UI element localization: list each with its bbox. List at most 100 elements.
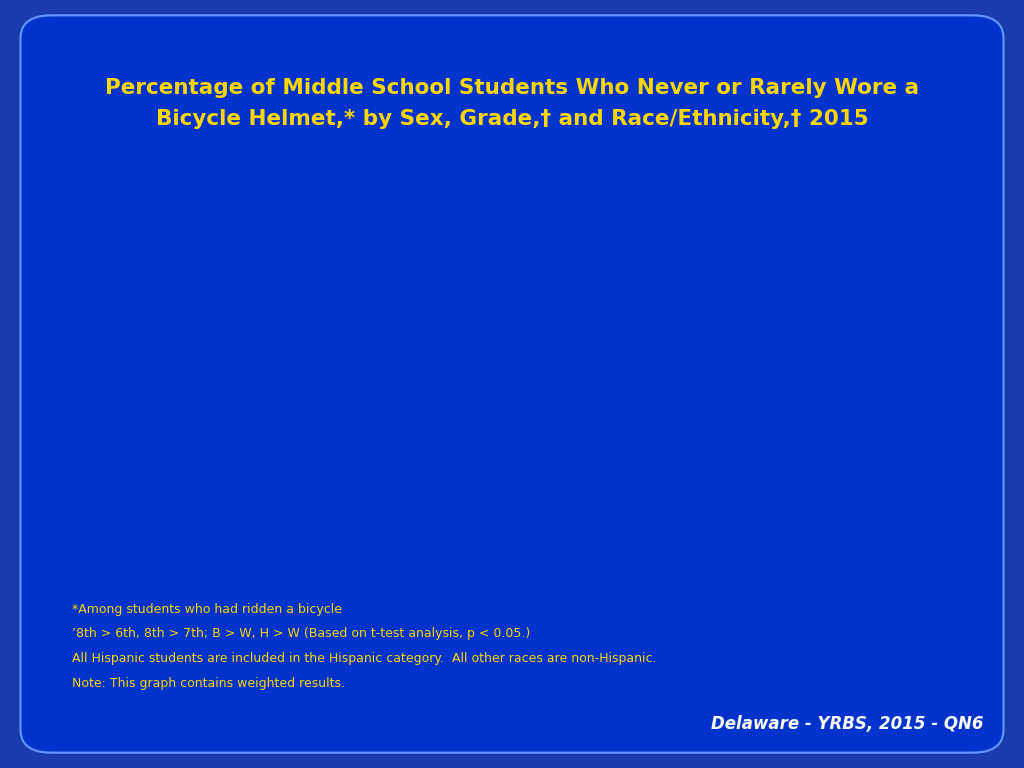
Bar — [518, 568, 567, 572]
Bar — [833, 333, 882, 338]
Bar — [607, 306, 656, 310]
Bar — [293, 336, 342, 340]
Bar — [743, 356, 793, 362]
Bar — [429, 452, 478, 455]
Bar — [607, 455, 656, 460]
Bar — [116, 529, 165, 533]
Bar — [429, 538, 478, 542]
Bar — [921, 379, 970, 382]
Bar — [743, 524, 793, 529]
Bar — [607, 542, 656, 547]
Bar — [204, 568, 253, 571]
Bar — [429, 358, 478, 362]
Bar — [116, 392, 165, 396]
Bar — [429, 437, 478, 441]
Bar — [833, 492, 882, 497]
Bar — [833, 477, 882, 482]
Bar — [921, 488, 970, 492]
Bar — [743, 571, 793, 576]
Bar — [429, 350, 478, 576]
Bar — [743, 288, 793, 293]
Bar — [204, 363, 253, 368]
Bar — [204, 528, 253, 532]
Bar — [116, 554, 165, 559]
Text: Delaware - YRBS, 2015 - QN6: Delaware - YRBS, 2015 - QN6 — [711, 716, 983, 733]
Bar — [743, 550, 793, 555]
Bar — [607, 397, 656, 402]
Text: Note: This graph contains weighted results.: Note: This graph contains weighted resul… — [72, 677, 345, 690]
Bar — [743, 529, 793, 534]
Bar — [518, 521, 567, 525]
Bar — [743, 362, 793, 366]
Bar — [204, 515, 253, 519]
Bar — [518, 441, 567, 445]
Bar — [921, 376, 970, 379]
Bar — [833, 353, 882, 358]
Bar — [204, 342, 253, 346]
Bar — [116, 323, 165, 327]
Bar — [743, 419, 793, 424]
Bar — [921, 565, 970, 569]
Bar — [518, 542, 567, 547]
Bar — [833, 308, 882, 313]
Bar — [921, 481, 970, 485]
Bar — [518, 339, 567, 344]
Bar — [293, 505, 342, 508]
Bar — [518, 390, 567, 395]
Bar — [743, 340, 793, 346]
Bar — [833, 502, 882, 507]
Bar — [293, 378, 342, 382]
Bar — [204, 481, 253, 485]
Bar — [921, 372, 970, 376]
Bar — [293, 508, 342, 513]
Bar — [429, 527, 478, 531]
Bar — [921, 464, 970, 467]
Bar — [921, 418, 970, 422]
Bar — [607, 296, 656, 301]
Bar — [429, 485, 478, 489]
Bar — [921, 365, 970, 369]
Bar — [116, 396, 165, 400]
Bar — [204, 502, 253, 507]
Bar — [518, 361, 567, 365]
Bar — [429, 572, 478, 576]
Bar — [204, 489, 253, 494]
Bar — [921, 523, 970, 527]
Bar — [204, 385, 253, 389]
Bar — [921, 393, 970, 397]
Bar — [116, 430, 165, 435]
Bar — [607, 538, 656, 542]
Bar — [921, 572, 970, 576]
Bar — [293, 366, 342, 369]
Bar — [204, 424, 253, 429]
Bar — [921, 516, 970, 520]
Bar — [518, 327, 567, 331]
Bar — [607, 402, 656, 407]
Bar — [607, 286, 656, 576]
Bar — [833, 531, 882, 536]
Bar — [921, 453, 970, 456]
Bar — [429, 520, 478, 523]
Bar — [429, 429, 478, 433]
Bar — [921, 551, 970, 555]
Bar — [429, 561, 478, 564]
Bar — [116, 405, 165, 409]
Bar — [429, 546, 478, 550]
Bar — [921, 555, 970, 558]
Bar — [293, 458, 342, 462]
Bar — [607, 445, 656, 451]
Bar — [116, 503, 165, 508]
Bar — [743, 503, 793, 508]
Bar — [607, 557, 656, 561]
Bar — [833, 457, 882, 462]
Bar — [607, 479, 656, 485]
Bar — [293, 328, 342, 332]
Bar — [518, 323, 567, 576]
Bar — [116, 495, 165, 498]
Bar — [607, 310, 656, 315]
Bar — [518, 378, 567, 382]
Bar — [743, 513, 793, 518]
Bar — [743, 561, 793, 565]
Bar — [116, 353, 165, 357]
Bar — [518, 331, 567, 336]
